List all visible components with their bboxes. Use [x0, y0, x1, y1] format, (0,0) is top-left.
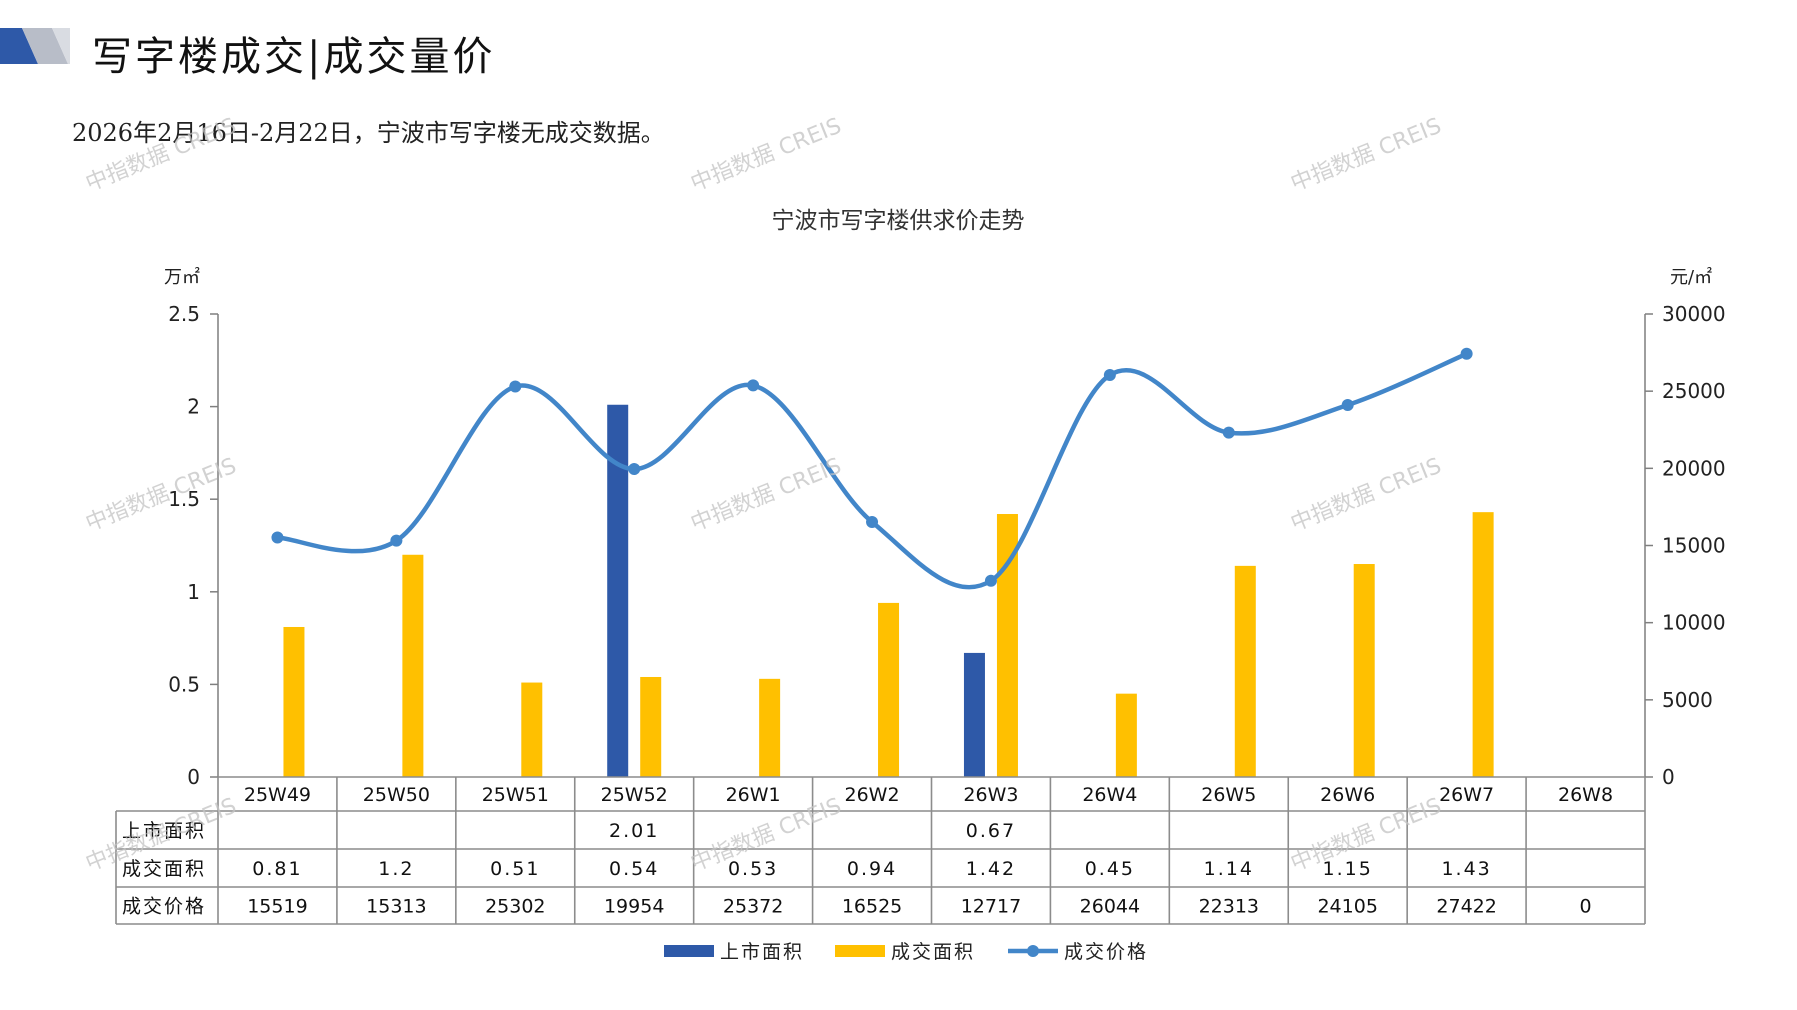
y-right-tick-label: 0: [1662, 765, 1675, 789]
category-label: 26W5: [1201, 784, 1256, 806]
page-subtitle: 2026年2月16日-2月22日，宁波市写字楼无成交数据。: [72, 119, 665, 147]
table-value: 1.15: [1323, 858, 1373, 880]
table-series-name: 成交价格: [122, 896, 206, 918]
table-value: 24105: [1317, 896, 1377, 918]
bar-transacted-area: [1353, 564, 1375, 777]
bar-transacted-area: [759, 678, 781, 777]
price-line: [277, 351, 1468, 590]
table-value: 26044: [1080, 896, 1140, 918]
bar-transacted-area: [878, 602, 900, 777]
legend-listed-area-swatch: [664, 945, 714, 957]
y-left-tick-label: 2.5: [168, 302, 200, 326]
brand-logo-mark: [0, 28, 70, 64]
table-value: 0.45: [1085, 858, 1135, 880]
y-left-tick-label: 0: [187, 765, 200, 789]
bar-transacted-area: [640, 676, 662, 777]
legend-price-marker: [1027, 945, 1039, 957]
bar-transacted-area: [1472, 512, 1494, 777]
category-label: 26W3: [963, 784, 1018, 806]
table-value: 19954: [604, 896, 664, 918]
table-value: 1.2: [378, 858, 414, 880]
y-left-tick-label: 1: [187, 580, 200, 604]
bar-transacted-area: [402, 554, 424, 777]
category-label: 25W49: [244, 784, 311, 806]
bar-listed-area: [963, 652, 985, 777]
table-series-name: 成交面积: [122, 858, 206, 880]
table-value: 1.14: [1204, 858, 1254, 880]
y-left-tick-label: 2: [187, 395, 200, 419]
table-value: 27422: [1436, 896, 1496, 918]
table-value: 25302: [485, 896, 545, 918]
table-value: 0: [1579, 896, 1591, 918]
y-right-tick-label: 15000: [1662, 534, 1726, 558]
price-point: [271, 531, 284, 544]
category-label: 26W6: [1320, 784, 1375, 806]
table-value: 25372: [723, 896, 783, 918]
bar-listed-area: [607, 404, 629, 777]
y-right-unit: 元/㎡: [1670, 266, 1712, 288]
table-value: 0.53: [728, 858, 778, 880]
y-right-tick-label: 30000: [1662, 302, 1726, 326]
table-value: 15519: [247, 896, 307, 918]
table-value: 12717: [961, 896, 1021, 918]
legend-transacted-area-swatch: [835, 945, 885, 957]
chart-title: 宁波市写字楼供求价走势: [772, 208, 1025, 234]
legend-listed-area-label: 上市面积: [720, 941, 804, 963]
table-value: 16525: [842, 896, 902, 918]
bar-transacted-area: [521, 682, 543, 777]
table-value: 22313: [1199, 896, 1259, 918]
category-label: 26W2: [845, 784, 900, 806]
bar-transacted-area: [283, 626, 305, 777]
y-right-tick-label: 5000: [1662, 688, 1713, 712]
table-value: 15313: [366, 896, 426, 918]
price-point: [509, 380, 522, 393]
category-label: 26W7: [1439, 784, 1494, 806]
table-value: 0.51: [490, 858, 540, 880]
table-value: 0.81: [252, 858, 302, 880]
table-value: 0.67: [966, 820, 1016, 842]
y-left-tick-label: 0.5: [168, 672, 200, 696]
table-value: 1.42: [966, 858, 1016, 880]
legend-price-label: 成交价格: [1064, 941, 1148, 963]
price-point: [747, 379, 760, 392]
category-label: 25W50: [363, 784, 430, 806]
price-point: [984, 574, 997, 587]
category-label: 26W1: [726, 784, 781, 806]
category-label: 26W4: [1082, 784, 1137, 806]
price-point: [1103, 369, 1116, 382]
table-value: 0.94: [847, 858, 897, 880]
price-point: [1341, 398, 1354, 411]
price-point: [1460, 347, 1473, 360]
table-value: 0.54: [609, 858, 659, 880]
y-left-unit: 万㎡: [164, 266, 200, 288]
y-left-tick-label: 1.5: [168, 487, 200, 511]
page-title: 写字楼成交|成交量价: [92, 34, 496, 80]
category-label: 25W52: [601, 784, 668, 806]
bar-transacted-area: [996, 514, 1018, 777]
table-value: 1.43: [1441, 858, 1491, 880]
price-point: [390, 534, 403, 547]
y-right-tick-label: 25000: [1662, 379, 1726, 403]
price-point: [866, 515, 879, 528]
category-label: 26W8: [1558, 784, 1613, 806]
price-point: [628, 463, 641, 476]
price-point: [1222, 426, 1235, 439]
bar-transacted-area: [1115, 693, 1137, 777]
category-label: 25W51: [482, 784, 549, 806]
table-series-name: 上市面积: [122, 820, 206, 842]
y-right-tick-label: 20000: [1662, 456, 1726, 480]
table-value: 2.01: [609, 820, 659, 842]
y-right-tick-label: 10000: [1662, 611, 1726, 635]
legend-transacted-area-label: 成交面积: [891, 941, 975, 963]
bar-transacted-area: [1234, 565, 1256, 777]
